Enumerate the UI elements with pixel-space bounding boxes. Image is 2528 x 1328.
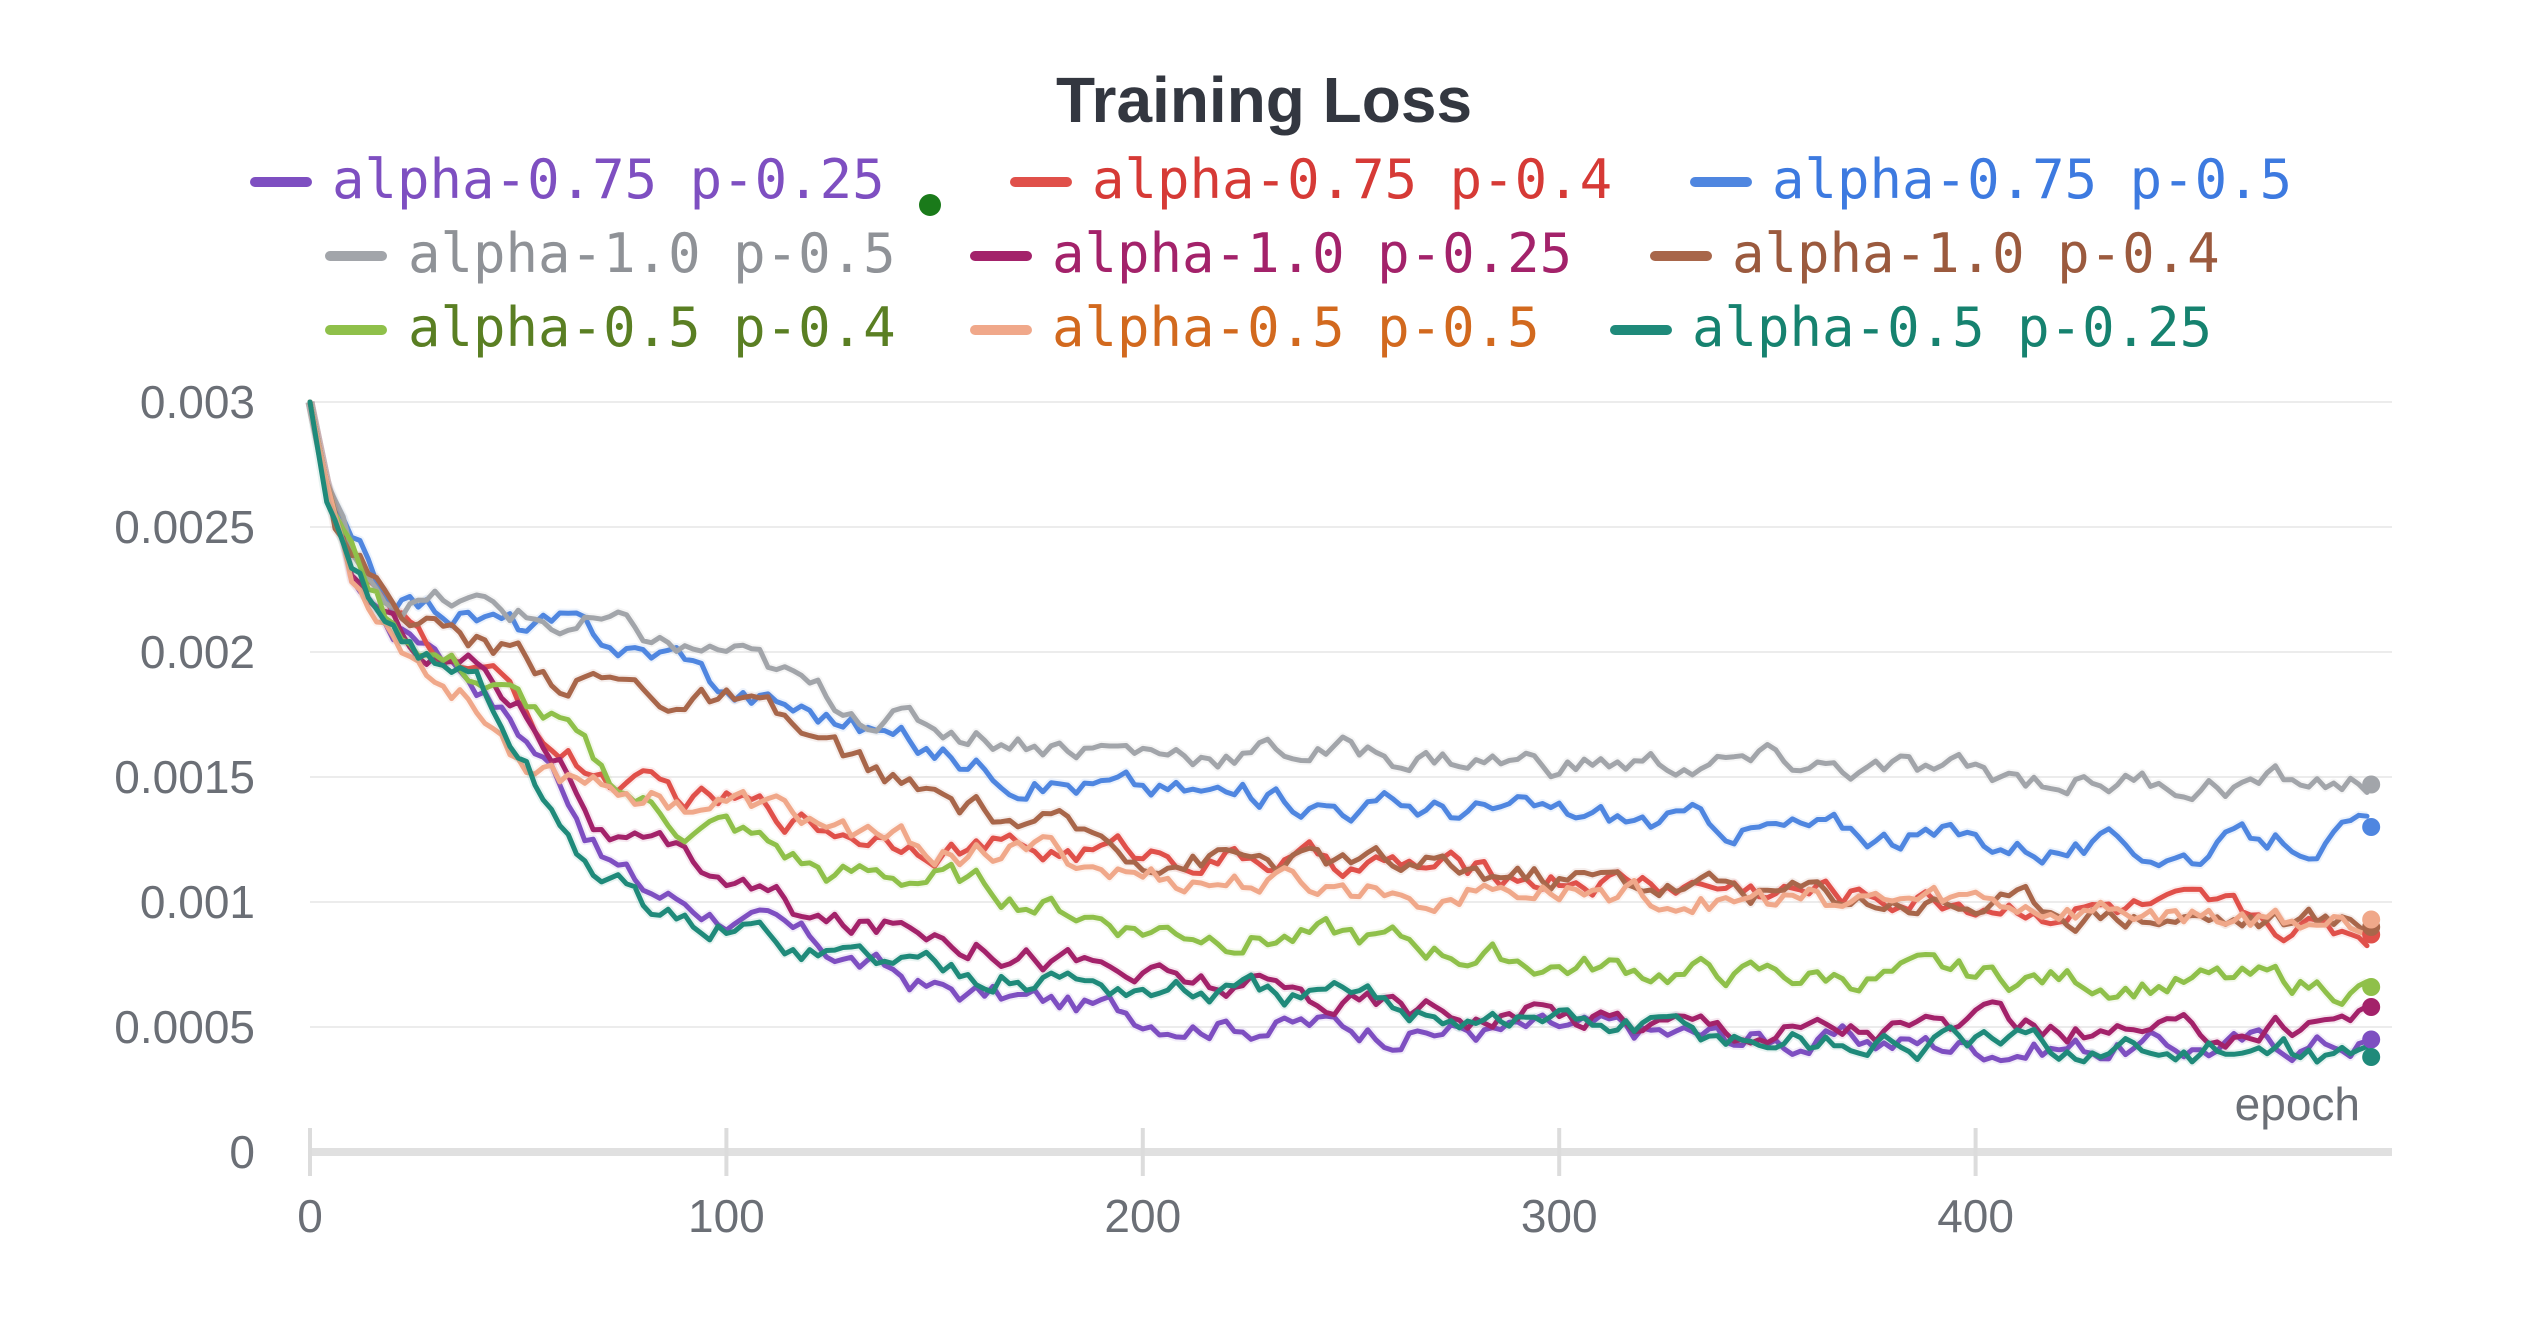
legend-item-label: alpha-0.75 p-0.4 [1092,148,1612,211]
y-axis: 0 0.0005 0.001 0.0015 0.002 0.0025 0.003 [114,376,255,1178]
x-axis-label: epoch [2235,1078,2360,1130]
legend-item-label: alpha-1.0 p-0.4 [1732,222,2220,285]
legend-item-label: alpha-0.5 p-0.25 [1692,296,2212,359]
series-line [307,399,2370,1065]
chart-title: Training Loss [1056,64,1472,136]
series-endpoint [2362,998,2381,1016]
series-endpoints [2362,775,2381,1066]
legend-item-label: alpha-0.5 p-0.5 [1052,296,1540,359]
y-tick-label: 0 [229,1126,255,1178]
y-tick-label: 0.003 [140,376,255,428]
y-tick-label: 0.0025 [114,501,255,553]
series-endpoint [2362,1030,2381,1049]
legend-item-label: alpha-1.0 p-0.25 [1052,222,1572,285]
series-line [307,399,2370,803]
series-band [305,401,2369,1067]
legend-item-label: alpha-0.75 p-0.25 [332,148,885,211]
x-tick-label: 0 [297,1190,323,1242]
legend: alpha-0.75 p-0.25 alpha-0.75 p-0.4 alpha-0… [250,148,2292,359]
series-endpoint [2362,910,2381,929]
x-tick-label: 400 [1937,1190,2014,1242]
y-tick-label: 0.001 [140,876,255,928]
series-line [307,399,2370,937]
series-line [307,399,2370,1007]
x-tick-label: 100 [688,1190,765,1242]
x-axis: 0 100 200 300 400 [297,1128,2392,1242]
series-band [305,401,2370,1052]
series-endpoint [2362,775,2381,794]
y-tick-label: 0.0005 [114,1001,255,1053]
series-line [307,399,2370,949]
legend-item-label: alpha-0.5 p-0.4 [408,296,896,359]
y-tick-label: 0.0015 [114,751,255,803]
legend-item-label: alpha-1.0 p-0.5 [408,222,896,285]
y-tick-label: 0.002 [140,626,255,678]
x-tick-label: 300 [1521,1190,1598,1242]
series-endpoint [2362,1048,2381,1066]
series-line [307,399,2370,869]
series-line [307,399,2370,1050]
legend-highlight-dot [919,194,941,216]
series-group [305,399,2371,1067]
series-line [307,399,2370,937]
x-tick-label: 200 [1104,1190,1181,1242]
series-endpoint [2362,978,2381,996]
series-line [307,399,2370,1064]
legend-item-label: alpha-0.75 p-0.5 [1772,148,2292,211]
series-band [305,401,2369,1066]
series-endpoint [2362,818,2381,836]
